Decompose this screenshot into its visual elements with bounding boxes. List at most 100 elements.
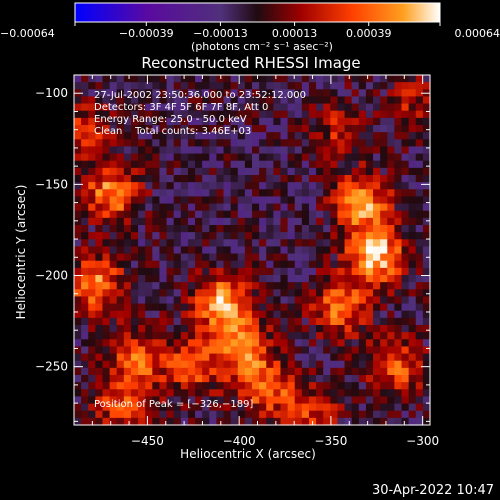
heatmap-cell [230,403,239,412]
heatmap-cell [316,146,324,155]
heatmap-cell [337,232,346,240]
heatmap-cell [373,246,381,255]
heatmap-cell [387,289,395,298]
heatmap-cell [273,317,282,326]
heatmap-cell [337,203,346,212]
heatmap-cell [422,310,431,319]
heatmap-cell [166,339,175,348]
heatmap-cell [195,196,203,205]
heatmap-cell [394,289,403,298]
heatmap-cell [358,96,367,105]
heatmap-cell [266,353,274,362]
heatmap-cell [323,282,331,290]
heatmap-cell [330,75,339,83]
heatmap-cell [351,160,360,169]
heatmap-cell [74,167,82,176]
heatmap-cell [152,360,161,369]
heatmap-cell [230,260,239,269]
heatmap-cell [266,282,274,290]
heatmap-cell [294,303,303,312]
heatmap-cell [159,403,168,412]
heatmap-cell [266,325,274,333]
heatmap-cell [358,303,367,312]
heatmap-cell [102,353,111,362]
heatmap-cell [308,146,317,155]
heatmap-cell [223,217,232,226]
heatmap-cell [422,110,431,119]
heatmap-cell [337,389,346,398]
heatmap-cell [380,289,388,298]
heatmap-cell [102,332,111,340]
heatmap-cell [337,260,346,269]
heatmap-cell [330,317,339,326]
heatmap-cell [301,210,310,219]
heatmap-cell [74,175,82,183]
heatmap-cell [223,210,232,219]
heatmap-cell [180,353,189,362]
heatmap-cell [223,346,232,355]
heatmap-cell [266,210,274,219]
heatmap-cell [159,82,168,90]
heatmap-cell [223,410,232,419]
heatmap-cell [380,189,388,198]
heatmap-cell [81,189,89,198]
heatmap-cell [387,132,395,140]
heatmap-cell [358,203,367,212]
heatmap-cell [323,225,331,233]
heatmap-cell [187,182,196,190]
heatmap-cell [280,382,289,390]
heatmap-cell [180,196,189,205]
heatmap-cell [387,317,395,326]
heatmap-cell [81,375,89,383]
heatmap-cell [294,110,303,119]
heatmap-cell [145,325,153,333]
heatmap-cell [166,96,175,105]
heatmap-cell [195,382,203,390]
heatmap-cell [422,160,431,169]
heatmap-cell [337,282,346,290]
heatmap-cell [365,367,374,376]
heatmap-cell [252,417,260,426]
heatmap-cell [273,132,282,140]
heatmap-cell [187,332,196,340]
heatmap-cell [180,167,189,176]
heatmap-cell [365,167,374,176]
heatmap-cell [280,396,289,405]
heatmap-cell [166,146,175,155]
heatmap-cell [266,317,274,326]
heatmap-cell [173,82,182,90]
heatmap-cell [294,410,303,419]
heatmap-cell [109,375,118,383]
heatmap-cell [316,282,324,290]
heatmap-cell [351,153,360,162]
heatmap-cell [266,367,274,376]
heatmap-cell [130,225,139,233]
heatmap-cell [365,389,374,398]
heatmap-cell [415,167,424,176]
heatmap-cell [394,310,403,319]
heatmap-cell [237,346,246,355]
heatmap-cell [387,375,395,383]
heatmap-cell [237,82,246,90]
heatmap-cell [415,225,424,233]
heatmap-cell [308,210,317,219]
heatmap-cell [209,310,217,319]
heatmap-cell [216,110,225,119]
heatmap-cell [266,110,274,119]
heatmap-cell [81,410,89,419]
heatmap-cell [81,225,89,233]
heatmap-cell [373,217,381,226]
heatmap-cell [74,296,82,305]
heatmap-cell [387,103,395,112]
heatmap-cell [351,382,360,390]
heatmap-cell [266,246,274,255]
heatmap-cell [287,210,296,219]
heatmap-cell [294,89,303,98]
heatmap-cell [123,196,132,205]
heatmap-cell [373,117,381,126]
heatmap-cell [330,339,339,348]
heatmap-cell [373,282,381,290]
heatmap-cell [130,246,139,255]
heatmap-cell [109,310,118,319]
heatmap-cell [166,360,175,369]
